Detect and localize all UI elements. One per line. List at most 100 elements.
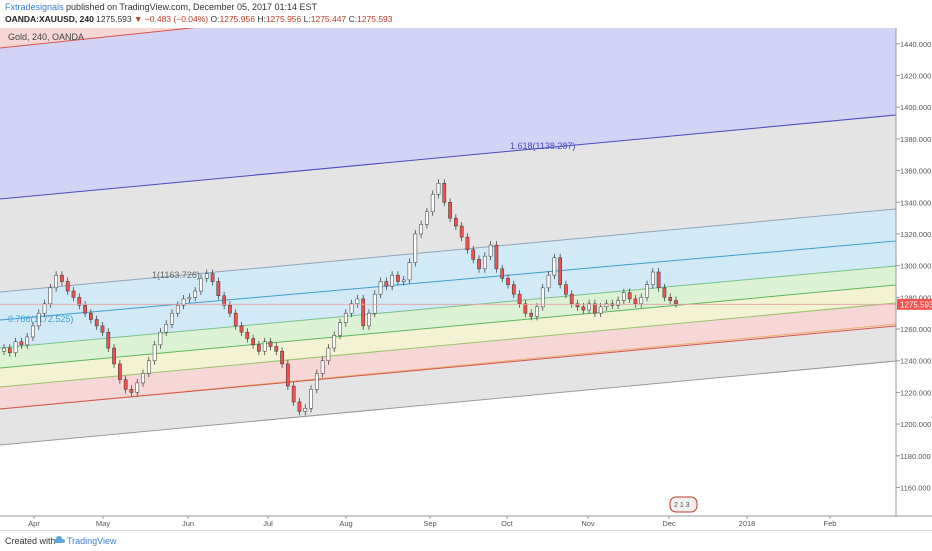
- candle-body: [500, 268, 505, 279]
- open-value: 1275.956: [219, 14, 255, 24]
- candle-body: [36, 312, 41, 327]
- time-tick-label: Dec: [662, 519, 676, 528]
- last-price: 1275.593: [96, 14, 132, 24]
- candle-body: [558, 257, 562, 285]
- time-tick-label: May: [96, 519, 110, 528]
- price-tick-label: 1180.000: [900, 452, 931, 461]
- candle-body: [89, 312, 93, 320]
- tradingview-link[interactable]: TradingView: [67, 536, 117, 546]
- candle-body: [367, 312, 371, 327]
- time-tick-label: Feb: [824, 519, 837, 528]
- event-badge-text: 2 1 3: [674, 502, 690, 509]
- fib-zone-gray-upper: [0, 115, 896, 292]
- candle-body: [245, 331, 250, 339]
- down-arrow-icon: ▼: [134, 14, 143, 24]
- price-tick-label: 1340.000: [900, 198, 931, 207]
- candle-body: [257, 344, 261, 352]
- candle-body: [204, 273, 209, 279]
- candle-body: [280, 350, 284, 365]
- candle-body: [639, 297, 644, 304]
- candle-body: [210, 273, 215, 282]
- candle-body: [303, 408, 308, 412]
- price-tick-label: 1300.000: [900, 262, 931, 271]
- low-label: L:: [303, 14, 311, 24]
- candle-body: [633, 298, 638, 304]
- fib-line-top-red: [0, 28, 196, 49]
- time-tick-label: Apr: [28, 519, 40, 528]
- candle-body: [419, 224, 423, 235]
- price-tick-label: 1440.000: [900, 40, 931, 49]
- candle-body: [54, 274, 58, 289]
- candle-body: [338, 322, 342, 336]
- candle-body: [233, 312, 238, 327]
- price-change: −0.483 (−0.04%): [144, 14, 209, 24]
- candle-body: [228, 305, 232, 314]
- candle-body: [372, 293, 377, 314]
- publish-info: Fxtradesignals published on TradingView.…: [5, 2, 317, 12]
- candle-body: [25, 336, 30, 346]
- price-tick-label: 1320.000: [900, 230, 931, 239]
- candle-body: [314, 373, 319, 390]
- price-axis[interactable]: 1440.000 1420.000 1400.000 1380.000 1360.000…: [896, 40, 931, 493]
- price-tick-label: 1360.000: [900, 167, 931, 176]
- fib-zone-purple: [0, 28, 896, 199]
- chart-area[interactable]: 1.618(1138.287) 1(1163.726) 0.786(1172.5…: [0, 28, 932, 530]
- candle-body: [100, 325, 105, 333]
- fib-zone-gray-lower: [0, 326, 896, 445]
- candle-body: [575, 303, 580, 308]
- price-tick-label: 1400.000: [900, 103, 931, 112]
- candle-body: [332, 335, 337, 349]
- candle-body: [2, 347, 6, 352]
- candle-body: [135, 382, 140, 393]
- candle-body: [129, 388, 134, 393]
- candle-body: [674, 300, 678, 304]
- ohlc-line: OANDA:XAUUSD, 240 1275.593 ▼ −0.483 (−0.…: [5, 14, 393, 24]
- candle-body: [494, 244, 499, 270]
- fib-line-1: [0, 208, 896, 293]
- candle-body: [13, 341, 18, 354]
- candle-body: [396, 274, 400, 282]
- price-chart[interactable]: 1.618(1138.287) 1(1163.726) 0.786(1172.5…: [0, 28, 932, 530]
- candle-body: [320, 360, 325, 374]
- candle-body: [187, 297, 192, 300]
- event-badge[interactable]: 2 1 3: [669, 496, 698, 513]
- candle-body: [222, 295, 226, 306]
- candle-body: [274, 346, 279, 352]
- candle-body: [407, 262, 412, 281]
- candle-body: [355, 298, 360, 304]
- time-axis[interactable]: Apr May Jun Jul Aug Sep Oct Nov Dec 2018 Feb: [28, 516, 836, 528]
- candle-body: [291, 385, 296, 403]
- candle-body: [593, 303, 597, 314]
- candle-body: [616, 300, 620, 306]
- fib-channel: [0, 28, 896, 446]
- candle-body: [297, 401, 302, 412]
- fib-zone-yellow: [0, 285, 896, 387]
- candle-body: [465, 236, 470, 251]
- candle-body: [540, 287, 545, 308]
- candle-body: [523, 303, 528, 314]
- candle-body: [152, 344, 157, 361]
- event-badge-icon: [669, 496, 698, 513]
- candle-body: [83, 305, 87, 314]
- tradingview-cloud-icon: [54, 536, 65, 543]
- candle-body: [216, 281, 221, 297]
- candle-body: [430, 194, 435, 213]
- candle-body: [309, 388, 313, 409]
- candle-body: [645, 284, 649, 298]
- candle-body: [31, 325, 35, 338]
- candle-body: [581, 306, 586, 311]
- time-tick-label: Sep: [423, 519, 436, 528]
- candle-body: [378, 281, 383, 295]
- candle-body: [511, 284, 516, 295]
- fib-zone-red: [0, 303, 896, 409]
- author-link[interactable]: Fxtradesignals: [5, 2, 64, 12]
- candle-body: [587, 303, 591, 311]
- candle-body: [622, 292, 626, 301]
- candle-body: [65, 281, 70, 292]
- candle-body: [94, 319, 99, 327]
- candle-body: [19, 341, 24, 346]
- candle-body: [239, 325, 244, 333]
- candle-body: [118, 363, 122, 380]
- candle-body: [71, 290, 76, 298]
- current-price-tag: [897, 298, 932, 310]
